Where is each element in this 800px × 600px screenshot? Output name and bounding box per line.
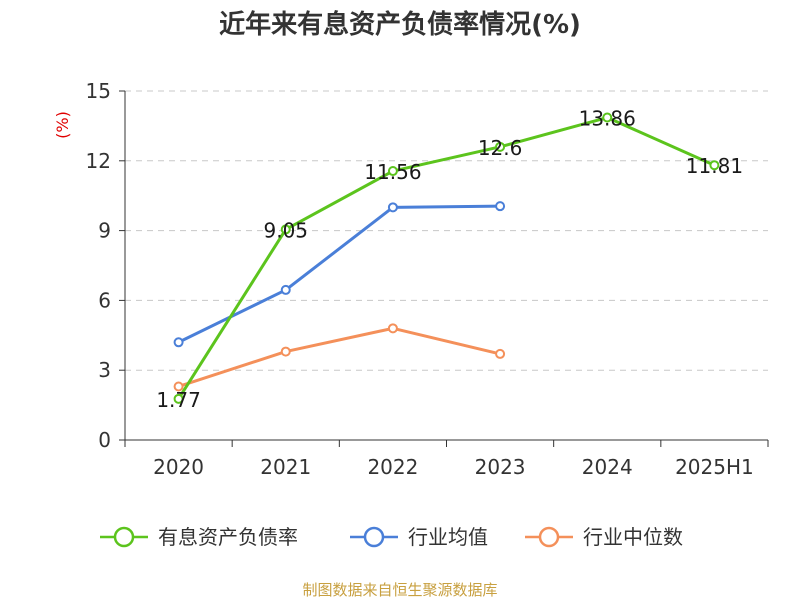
data-label: 12.6 (478, 136, 523, 160)
data-point (709, 160, 720, 171)
data-point (387, 166, 398, 177)
y-tick-label: 6 (98, 288, 111, 312)
y-tick-label: 12 (86, 149, 111, 173)
legend-label: 行业均值 (408, 525, 488, 549)
data-point (387, 202, 398, 213)
x-tick-label: 2022 (367, 455, 418, 479)
y-tick-label: 15 (86, 79, 111, 103)
data-point (280, 284, 291, 295)
series-layer (173, 112, 720, 404)
x-tick-label: 2021 (260, 455, 311, 479)
data-point (280, 346, 291, 357)
data-point (495, 141, 506, 152)
legend-marker (113, 526, 135, 548)
data-point (173, 393, 184, 404)
data-label: 11.81 (686, 154, 743, 178)
legend: 有息资产负债率 行业均值 行业中位数 (100, 525, 683, 549)
data-point (173, 337, 184, 348)
x-tick-label: 2024 (582, 455, 633, 479)
data-label: 9.05 (263, 218, 308, 242)
data-point (495, 201, 506, 212)
data-point (280, 224, 291, 235)
x-tick-label: 2023 (475, 455, 526, 479)
data-label: 1.77 (156, 388, 201, 412)
legend-label: 有息资产负债率 (158, 525, 298, 549)
legend-label: 行业中位数 (583, 525, 683, 549)
series-line (177, 116, 716, 400)
y-tick-label: 9 (98, 219, 111, 243)
data-point (495, 348, 506, 359)
data-label: 13.86 (579, 107, 636, 131)
gridlines (125, 90, 768, 371)
chart-title: 近年来有息资产负债率情况(%) (219, 9, 581, 40)
y-tick-label: 0 (98, 428, 111, 452)
axes: 0 3 6 9 12 15 2020 2021 2022 2023 2024 2025H1 (86, 79, 769, 479)
source-note: 制图数据来自恒生聚源数据库 (302, 581, 497, 599)
legend-marker (538, 526, 560, 548)
y-axis-unit: (%) (53, 111, 72, 139)
data-label: 11.56 (364, 160, 421, 184)
data-point (387, 323, 398, 334)
legend-marker (363, 526, 385, 548)
data-labels: 1.77 9.05 11.56 12.6 13.86 11.81 (156, 107, 743, 412)
y-tick-label: 3 (98, 358, 111, 382)
x-tick-label: 2025H1 (675, 455, 754, 479)
data-point (602, 112, 613, 123)
data-point (173, 381, 184, 392)
x-tick-label: 2020 (153, 455, 204, 479)
series-line (178, 326, 501, 388)
